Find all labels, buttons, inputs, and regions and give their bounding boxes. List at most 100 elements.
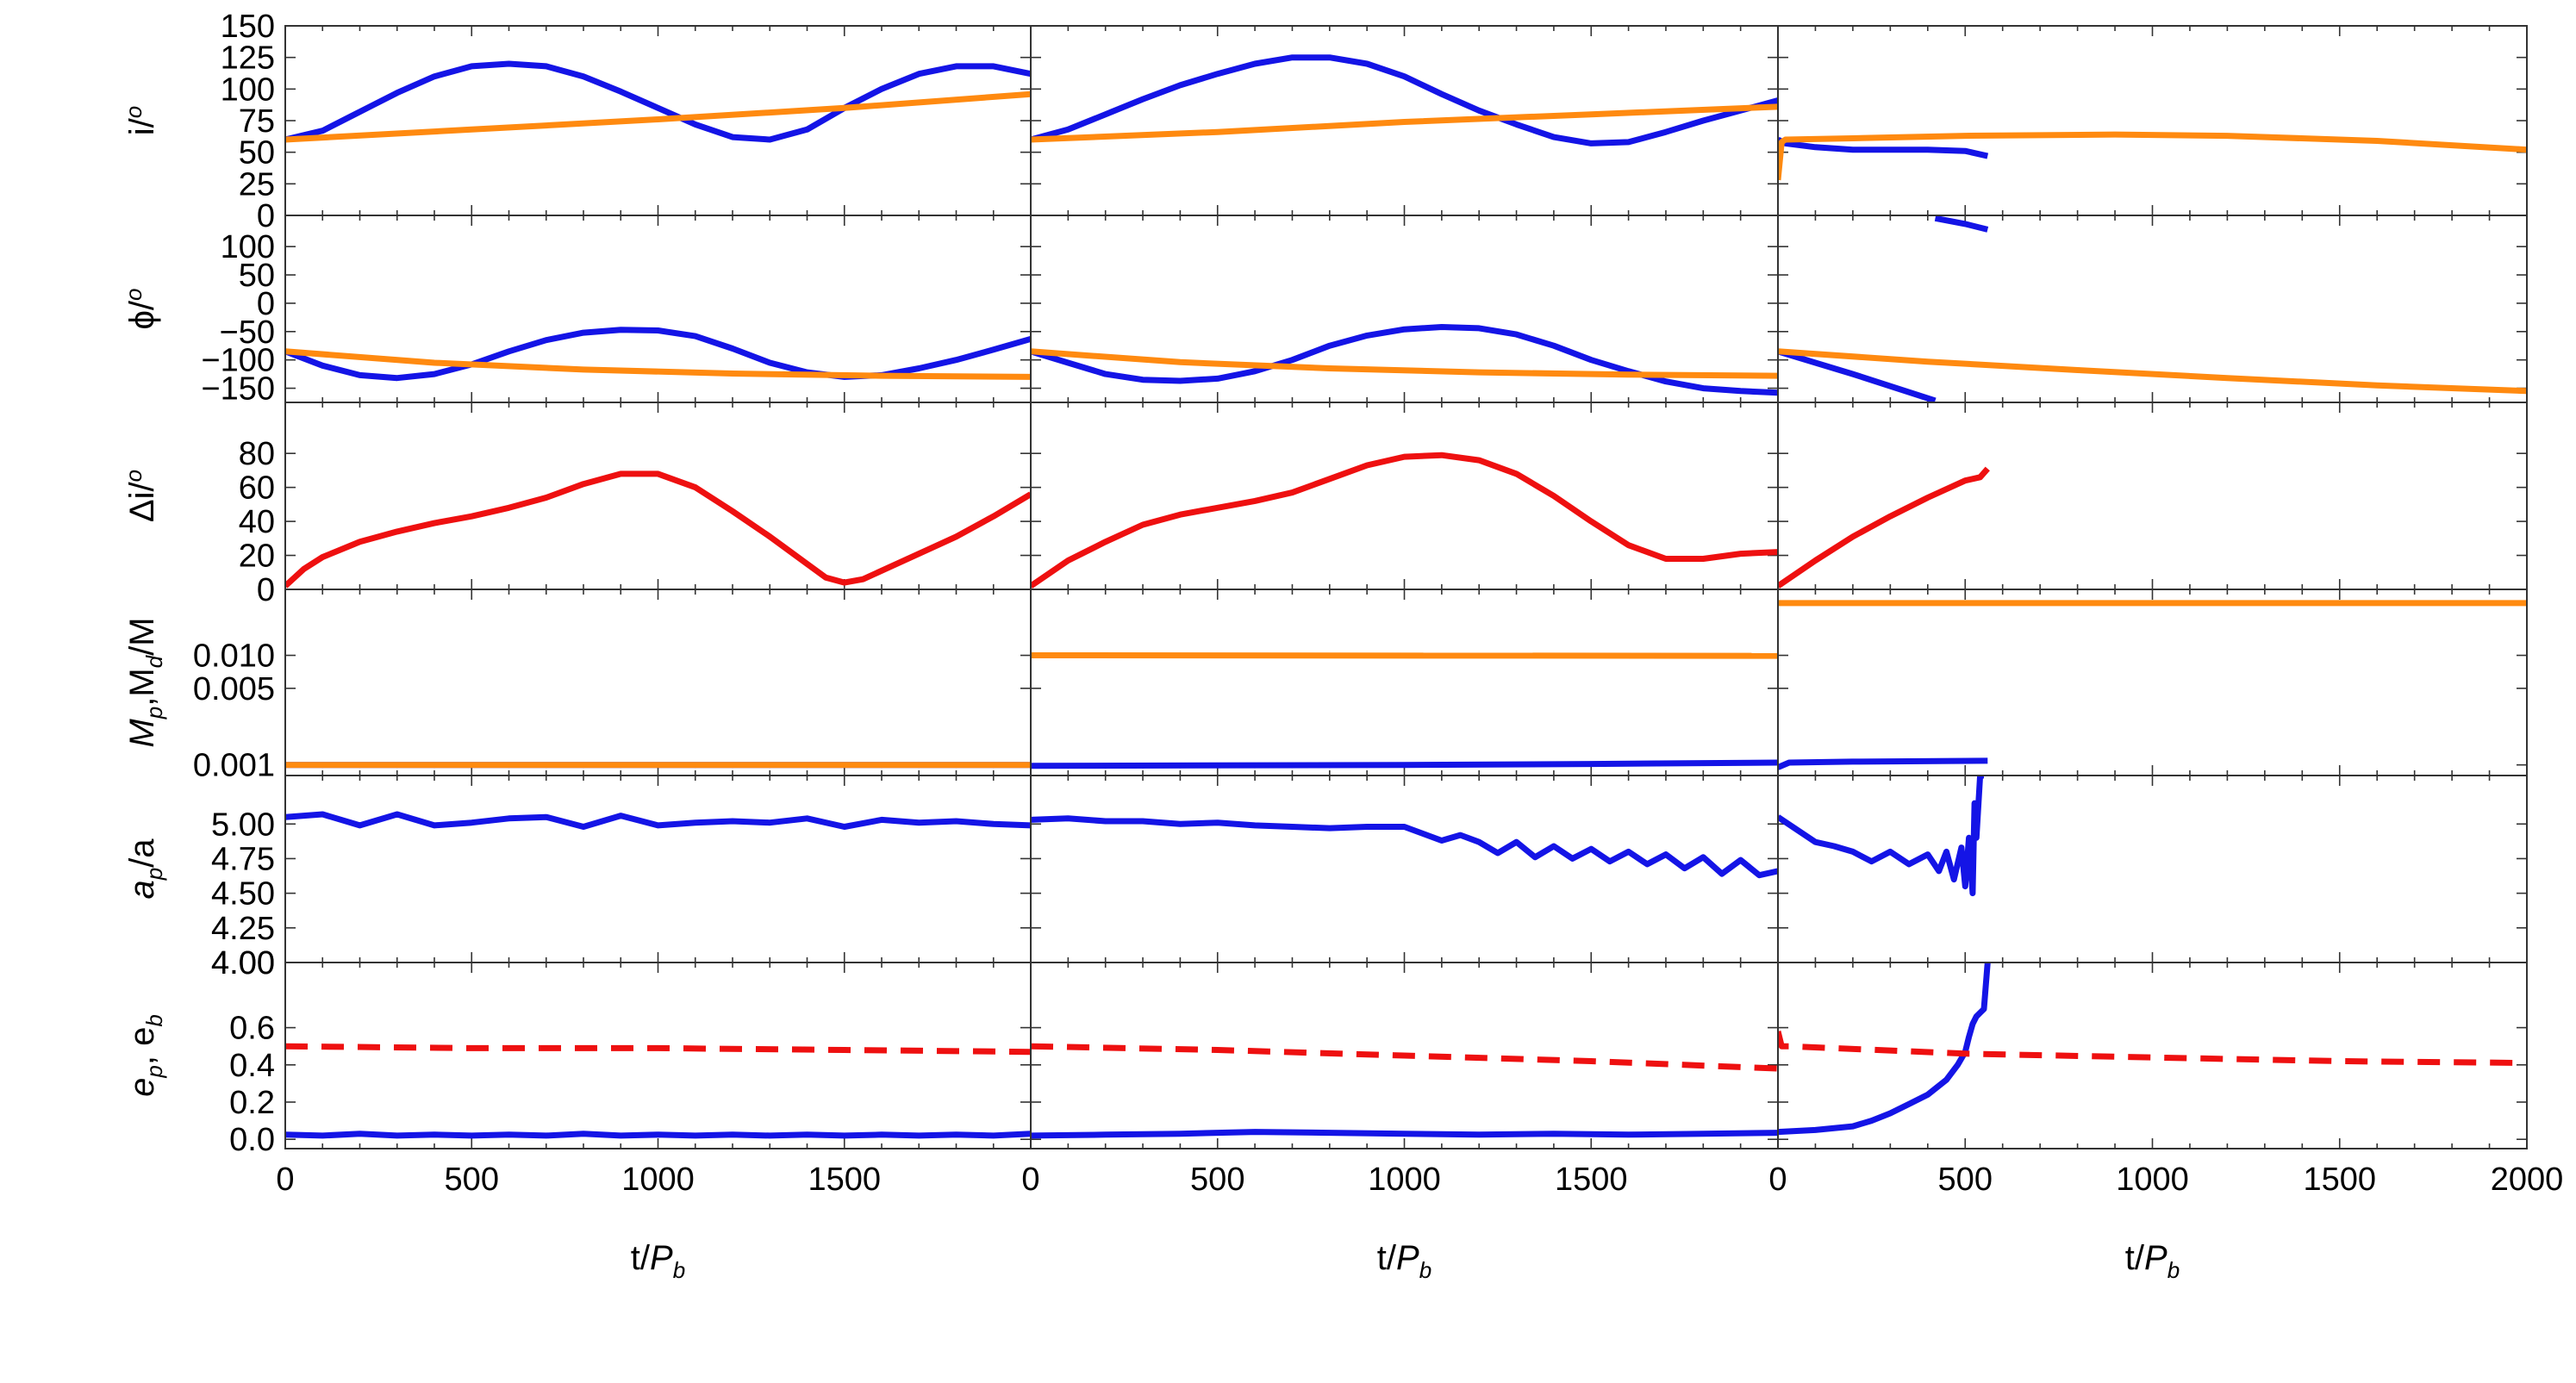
- y-tick-label: 150: [221, 9, 275, 45]
- series-line-blue: [1031, 324, 1778, 396]
- panel-eccentricity-3: [1777, 962, 2528, 1149]
- x-axis-title-part: t/: [2125, 1239, 2145, 1277]
- y-axis-title-part: Δi/: [123, 481, 161, 522]
- y-axis-title-part: /M: [123, 617, 161, 655]
- series-line-blue: [1778, 348, 1937, 402]
- y-tick-label: 4.00: [211, 945, 275, 981]
- panel-frame: [1777, 25, 2528, 216]
- panel-frame: [1030, 775, 1779, 963]
- series-line-red: [1031, 1043, 1778, 1072]
- series-line-blue: [285, 60, 1031, 143]
- y-tick-label: 100: [221, 229, 275, 265]
- series-line-blue: [1778, 962, 1991, 1136]
- series-group: [1031, 815, 1778, 879]
- x-tick-label: 1500: [808, 1162, 881, 1198]
- series-group: [1778, 131, 2527, 181]
- panel-semi_major_axis-2: [1030, 775, 1779, 963]
- y-axis-title-part: o: [121, 470, 147, 482]
- series-group: [1031, 54, 1778, 146]
- series-line-orange: [1031, 348, 1778, 379]
- series-group: [285, 60, 1031, 143]
- series-group: [1778, 215, 2527, 402]
- y-axis-title-part: o: [121, 106, 147, 118]
- y-axis-title-part: ,M: [123, 668, 161, 706]
- y-tick-label: −100: [201, 343, 275, 379]
- panel-semi_major_axis-3: [1777, 775, 2528, 963]
- y-axis-title-part: ϕ/: [123, 300, 161, 329]
- x-tick-label: 1000: [621, 1162, 695, 1198]
- series-line-red: [1778, 466, 1990, 589]
- panel-mutual_inclination-2: [1030, 402, 1779, 590]
- y-tick-label: 0.005: [193, 671, 275, 707]
- y-axis-title-part: p: [141, 1065, 167, 1078]
- x-axis-title: t/Pb: [1377, 1239, 1431, 1283]
- series-line-blue: [1031, 815, 1778, 879]
- series-group: [285, 470, 1031, 589]
- panel-inclination-3: [1777, 25, 2528, 216]
- series-group: [1778, 776, 1984, 897]
- y-tick-label: 0.0: [229, 1122, 275, 1158]
- x-axis-title-part: P: [1396, 1239, 1419, 1277]
- y-tick-label: 0.010: [193, 639, 275, 675]
- series-line-blue: [1031, 759, 1778, 769]
- panel-masses-2: [1030, 589, 1779, 776]
- panel-frame: [1777, 962, 2528, 1149]
- series-line-red: [285, 470, 1031, 589]
- y-tick-label: 4.00: [211, 945, 275, 981]
- series-line-red: [285, 1043, 1031, 1056]
- y-tick-label: 0.6: [229, 1011, 275, 1047]
- x-tick-label: 2000: [2491, 1162, 2564, 1198]
- y-tick-label: 25: [239, 166, 275, 202]
- y-tick-label: 60: [239, 470, 275, 507]
- x-tick-label: 500: [445, 1162, 499, 1198]
- series-line-blue: [1778, 136, 1989, 159]
- y-axis-title-part: b: [141, 1014, 167, 1026]
- series-line-blue: [285, 327, 1031, 382]
- y-tick-label: 40: [239, 504, 275, 540]
- series-group: [1778, 600, 2527, 770]
- y-tick-label: 5.00: [211, 807, 275, 843]
- x-tick-label: 0: [1768, 1162, 1787, 1198]
- y-axis-title-mutual_inclination: Δi/o: [121, 470, 161, 522]
- x-tick-label: 1000: [2116, 1162, 2189, 1198]
- y-tick-label: 0.4: [229, 1048, 275, 1084]
- x-tick-label: 1500: [2303, 1162, 2376, 1198]
- y-tick-label: 125: [221, 40, 275, 77]
- x-axis-title-part: b: [673, 1257, 685, 1283]
- panel-frame: [284, 962, 1032, 1149]
- y-tick-label: 50: [239, 258, 275, 294]
- panel-frame: [1777, 589, 2528, 776]
- series-group: [1031, 652, 1778, 769]
- series-line-orange: [1031, 103, 1778, 143]
- y-axis-title-semi_major_axis: ap/a: [123, 838, 167, 900]
- y-tick-label: 20: [239, 539, 275, 575]
- panel-frame: [1777, 402, 2528, 590]
- panel-inclination-2: [1030, 25, 1779, 216]
- y-axis-title-part: p: [141, 707, 167, 720]
- series-group: [285, 811, 1031, 830]
- y-tick-label: 100: [221, 72, 275, 108]
- y-tick-label: 80: [239, 436, 275, 472]
- series-group: [1031, 1043, 1778, 1139]
- series-line-blue: [1778, 757, 1988, 770]
- panel-mutual_inclination-3: [1777, 402, 2528, 590]
- y-tick-label: 4.50: [211, 876, 275, 913]
- panel-frame: [1030, 589, 1779, 776]
- series-line-orange: [285, 90, 1031, 143]
- y-tick-label: 0: [257, 198, 275, 234]
- panel-phase-2: [1030, 215, 1779, 403]
- x-axis-title-part: P: [2144, 1239, 2167, 1277]
- series-line-orange: [1031, 652, 1778, 659]
- x-axis-title-part: b: [1419, 1257, 1431, 1283]
- series-group: [1778, 466, 1990, 589]
- y-axis-title-part: a: [123, 880, 161, 899]
- y-tick-label: −50: [220, 315, 275, 351]
- y-tick-label: 4.25: [211, 911, 275, 947]
- y-axis-title-part: p: [141, 868, 167, 881]
- series-line-orange: [1778, 348, 2527, 395]
- series-line-blue: [1934, 215, 1989, 233]
